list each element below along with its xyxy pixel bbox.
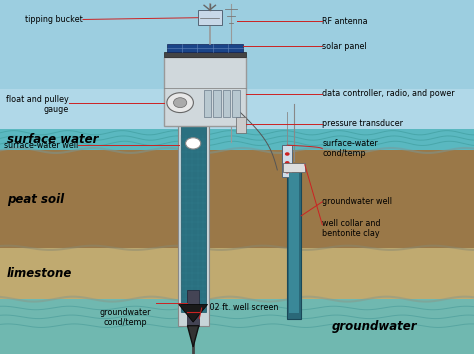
Bar bbox=[181, 120, 206, 312]
Bar bbox=[0, 248, 474, 299]
Text: well collar and
bentonite clay: well collar and bentonite clay bbox=[322, 219, 381, 238]
Text: groundwater: groundwater bbox=[332, 320, 417, 333]
Text: tipping bucket: tipping bucket bbox=[25, 15, 83, 24]
Text: surface-water well: surface-water well bbox=[4, 141, 78, 150]
Text: 0.02 ft. well screen: 0.02 ft. well screen bbox=[201, 303, 278, 313]
Bar bbox=[164, 52, 246, 57]
Bar bbox=[0, 129, 474, 150]
Circle shape bbox=[167, 93, 193, 113]
Text: groundwater well: groundwater well bbox=[322, 197, 392, 206]
Polygon shape bbox=[187, 326, 199, 347]
Bar bbox=[287, 170, 301, 319]
Text: surface-water
cond/temp: surface-water cond/temp bbox=[322, 139, 378, 158]
Circle shape bbox=[285, 170, 290, 173]
Text: RF antenna: RF antenna bbox=[322, 17, 368, 26]
Bar bbox=[178, 113, 209, 326]
Bar bbox=[223, 90, 230, 117]
Circle shape bbox=[185, 138, 201, 149]
Bar bbox=[187, 290, 199, 326]
Bar bbox=[167, 44, 243, 52]
Text: groundwater
cond/temp: groundwater cond/temp bbox=[100, 308, 151, 327]
Bar bbox=[204, 90, 211, 117]
Text: pressure transducer: pressure transducer bbox=[322, 119, 403, 129]
Bar bbox=[283, 163, 305, 172]
Bar bbox=[289, 173, 299, 313]
Text: float and pulley
gauge: float and pulley gauge bbox=[6, 95, 69, 114]
Bar bbox=[0, 0, 474, 88]
Text: peat soil: peat soil bbox=[7, 193, 64, 206]
Circle shape bbox=[285, 161, 290, 165]
Bar bbox=[282, 145, 292, 177]
Bar bbox=[198, 10, 221, 25]
Bar bbox=[164, 57, 246, 126]
Bar bbox=[0, 0, 474, 223]
Polygon shape bbox=[179, 304, 208, 322]
Bar bbox=[236, 117, 246, 133]
Bar bbox=[0, 299, 474, 354]
Circle shape bbox=[173, 98, 187, 108]
Bar bbox=[213, 90, 221, 117]
Text: surface water: surface water bbox=[7, 133, 99, 146]
Circle shape bbox=[285, 152, 290, 156]
Bar bbox=[232, 90, 240, 117]
Text: solar panel: solar panel bbox=[322, 41, 367, 51]
Text: limestone: limestone bbox=[7, 267, 73, 280]
Text: data controller, radio, and power: data controller, radio, and power bbox=[322, 89, 455, 98]
Bar bbox=[0, 150, 474, 248]
